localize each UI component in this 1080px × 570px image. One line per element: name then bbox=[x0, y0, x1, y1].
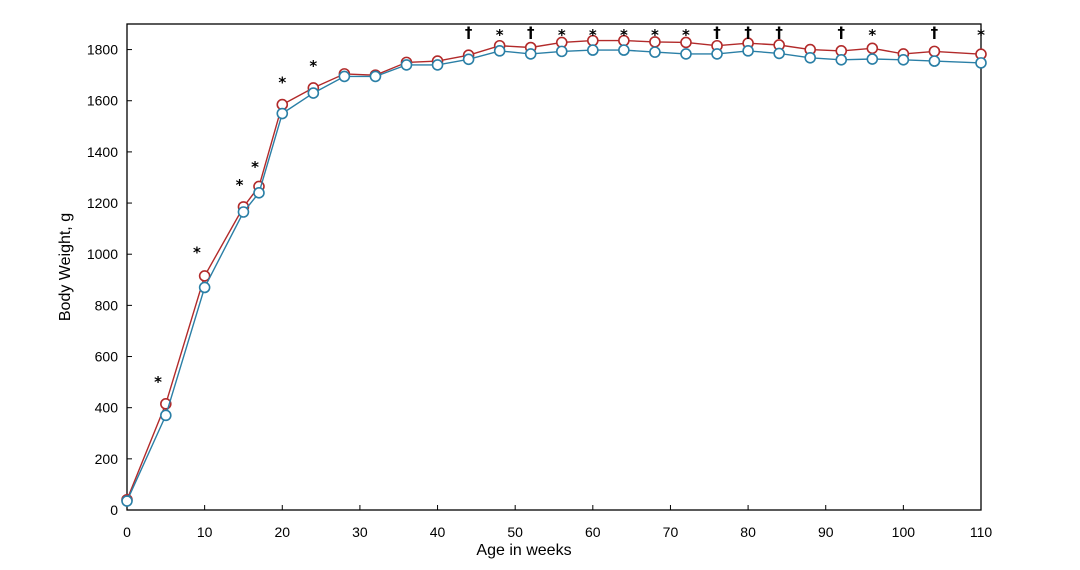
significance-mark: * bbox=[589, 26, 597, 44]
significance-annotations: * * * * * * † * † * * * * * † † † † * † * bbox=[154, 24, 985, 391]
data-point bbox=[680, 36, 692, 49]
data-point bbox=[160, 409, 172, 422]
data-point bbox=[711, 48, 723, 60]
series-line bbox=[126, 39, 982, 501]
data-point bbox=[866, 42, 879, 55]
x-tick-label: 80 bbox=[740, 524, 756, 540]
significance-mark: * bbox=[236, 176, 244, 194]
data-point bbox=[121, 495, 133, 507]
data-point bbox=[897, 54, 910, 66]
significance-mark: * bbox=[496, 26, 504, 44]
x-tick-label: 70 bbox=[663, 524, 679, 540]
x-tick-label: 0 bbox=[123, 524, 131, 540]
x-tick-label: 20 bbox=[274, 524, 290, 540]
data-point bbox=[975, 57, 987, 69]
data-point bbox=[431, 59, 444, 71]
significance-mark: * bbox=[682, 26, 690, 44]
data-point bbox=[587, 44, 599, 56]
x-axis: 0 10 20 30 40 50 60 70 80 90 100 110 bbox=[123, 505, 992, 540]
data-point bbox=[198, 270, 211, 282]
significance-mark: † bbox=[931, 24, 939, 42]
data-point bbox=[804, 51, 817, 64]
data-point bbox=[198, 281, 211, 294]
series-1 bbox=[121, 34, 987, 506]
y-tick-label: 1200 bbox=[87, 195, 118, 211]
y-tick-label: 1600 bbox=[87, 93, 118, 109]
data-point bbox=[493, 45, 506, 57]
data-point bbox=[649, 46, 661, 58]
significance-mark: * bbox=[651, 26, 659, 44]
significance-mark: * bbox=[309, 57, 317, 75]
y-axis: 0 200 400 600 800 1000 1200 1400 1600 1800 bbox=[87, 42, 132, 518]
y-tick-label: 200 bbox=[95, 451, 119, 467]
data-point bbox=[524, 48, 537, 60]
y-tick-label: 1800 bbox=[87, 42, 118, 58]
x-tick-label: 90 bbox=[818, 524, 834, 540]
data-point bbox=[618, 44, 630, 56]
data-point bbox=[773, 47, 785, 60]
significance-mark: * bbox=[193, 244, 201, 262]
x-tick-label: 40 bbox=[430, 524, 446, 540]
data-point bbox=[338, 70, 351, 83]
x-tick-label: 110 bbox=[970, 524, 993, 540]
data-point bbox=[742, 45, 754, 57]
significance-mark: * bbox=[977, 26, 985, 44]
data-point bbox=[400, 59, 413, 71]
data-point bbox=[276, 107, 289, 120]
significance-mark: † bbox=[744, 24, 752, 42]
data-point bbox=[928, 45, 941, 58]
significance-mark: * bbox=[868, 26, 876, 44]
x-axis-title: Age in weeks bbox=[476, 542, 571, 559]
x-tick-label: 50 bbox=[507, 524, 523, 540]
data-point bbox=[835, 54, 848, 66]
significance-mark: * bbox=[620, 26, 628, 44]
significance-mark: * bbox=[278, 74, 286, 92]
plot-area bbox=[126, 23, 982, 511]
data-point bbox=[369, 70, 382, 83]
data-point bbox=[253, 187, 265, 199]
significance-mark: † bbox=[527, 24, 535, 42]
significance-mark: † bbox=[465, 24, 473, 42]
data-point bbox=[237, 206, 250, 218]
significance-mark: † bbox=[775, 24, 783, 42]
y-axis-title: Body Weight, g bbox=[57, 213, 74, 321]
x-tick-label: 10 bbox=[197, 524, 213, 540]
data-point bbox=[866, 53, 879, 65]
series-layer bbox=[121, 34, 987, 507]
y-tick-label: 1000 bbox=[87, 246, 118, 262]
x-tick-label: 30 bbox=[352, 524, 368, 540]
significance-mark: * bbox=[251, 158, 259, 176]
significance-mark: * bbox=[558, 26, 566, 44]
significance-mark: † bbox=[713, 24, 721, 42]
x-tick-label: 100 bbox=[892, 524, 916, 540]
y-tick-label: 1400 bbox=[87, 144, 118, 160]
y-tick-label: 0 bbox=[110, 502, 118, 518]
significance-mark: † bbox=[838, 24, 846, 42]
data-point bbox=[307, 87, 320, 99]
y-tick-label: 400 bbox=[95, 400, 119, 416]
series-2 bbox=[121, 44, 987, 507]
data-point bbox=[680, 48, 692, 60]
data-point bbox=[555, 45, 568, 58]
x-tick-label: 60 bbox=[585, 524, 601, 540]
y-tick-label: 800 bbox=[95, 297, 119, 313]
data-point bbox=[462, 53, 475, 66]
series-line bbox=[126, 49, 982, 502]
significance-mark: * bbox=[154, 373, 162, 391]
y-tick-label: 600 bbox=[95, 349, 119, 365]
data-point bbox=[928, 55, 941, 67]
